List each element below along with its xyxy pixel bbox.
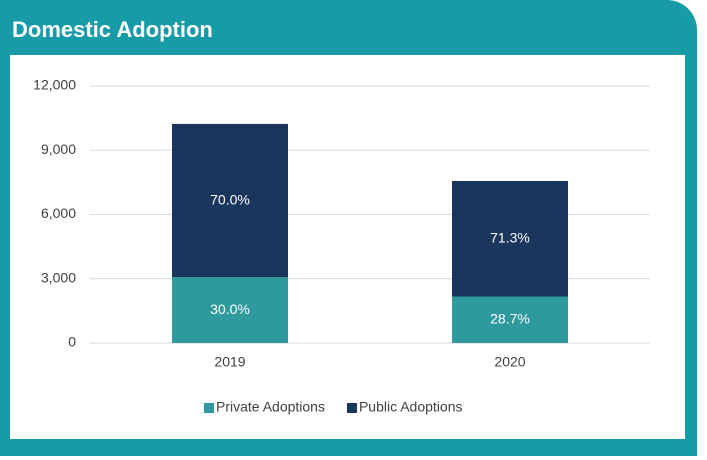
legend-label: Public Adoptions [359,399,463,415]
data-label: 70.0% [210,191,250,207]
bar-segment [452,180,568,297]
y-tick-label: 3,000 [41,269,76,285]
legend-swatch [346,403,357,413]
y-tick-label: 12,000 [33,77,76,93]
y-tick-label: 0 [68,334,76,350]
y-tick-label: 9,000 [41,141,76,157]
data-label: 71.3% [490,229,530,245]
bar-segment [452,296,568,343]
bar-segment [172,277,288,343]
chart-title: Domestic Adoption [12,17,213,42]
legend-swatch [204,403,214,413]
legend-label: Private Adoptions [216,399,325,415]
chart-panel [10,55,685,439]
bar-segment [172,123,288,278]
y-tick-label: 6,000 [41,205,76,221]
data-label: 30.0% [210,301,250,317]
data-label: 28.7% [490,310,530,326]
x-tick-label: 2019 [214,354,245,370]
x-tick-label: 2020 [494,354,525,370]
